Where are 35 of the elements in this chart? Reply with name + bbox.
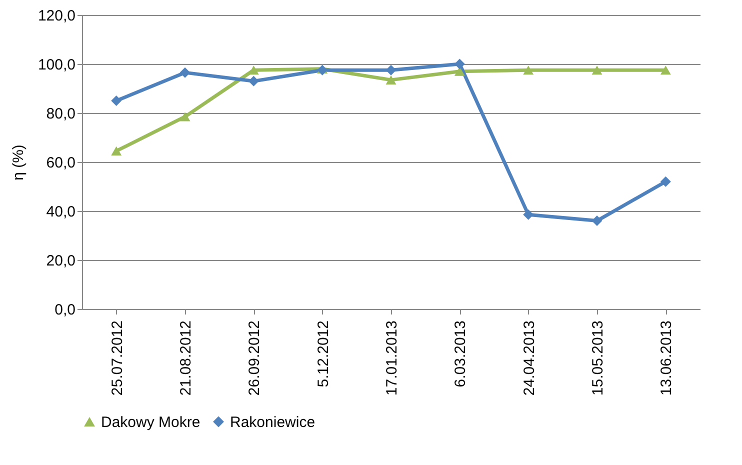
point [523,66,534,75]
legend-label: Rakoniewice [230,414,316,431]
point [454,58,465,70]
x-tick-label: 17.01.2013 [384,320,400,396]
x-tick-label: 15.05.2013 [590,320,606,396]
x-tick-label: 25.07.2012 [108,320,126,396]
y-axis-title: η (%) [10,144,27,180]
point [248,66,259,75]
y-tick-label: 120,0 [38,8,76,24]
point [660,176,671,187]
x-tick-label: 21.08.2012 [178,320,194,396]
point [111,146,122,156]
x-tick-label: 24.04.2013 [520,320,538,396]
point [592,66,602,75]
x-tick-label: 6.03.2013 [452,320,470,388]
point [454,66,465,76]
point [592,216,602,226]
point [248,76,259,86]
point [660,66,671,75]
x-tick-label: 13.06.2013 [658,320,676,396]
x-tick-label: 5.12.2012 [314,320,332,388]
y-tick-label: 20,0 [46,252,76,270]
y-tick-label: 60,0 [46,154,76,172]
y-tick-label: 80,0 [46,106,76,122]
point [386,75,396,84]
point [180,112,190,122]
point [111,96,122,106]
legend-label: Dakowy Mokre [101,414,200,431]
y-tick-label: 100,0 [38,56,76,74]
point [180,67,190,78]
x-tick-label: 26.09.2012 [246,320,264,396]
y-tick-label: 0,0 [54,302,76,318]
y-tick-label: 40,0 [46,204,76,220]
point [523,209,534,220]
point [386,64,396,76]
